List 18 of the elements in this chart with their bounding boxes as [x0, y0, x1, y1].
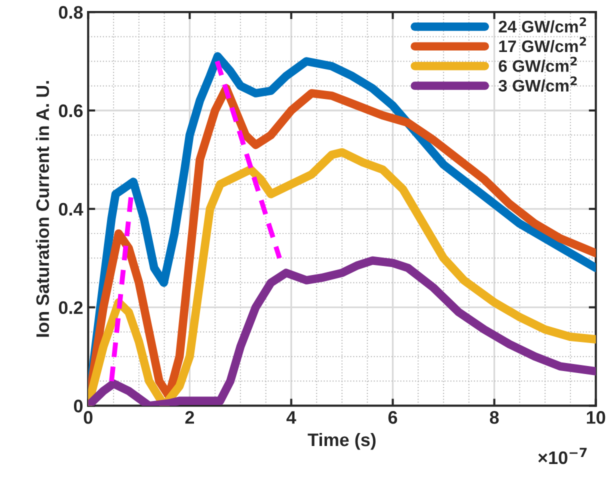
y-tick-label: 0.4: [58, 202, 84, 216]
legend-label: 17 GW/cm$^{2}$: [499, 37, 586, 52]
x-axis-title: Time (s): [308, 432, 376, 450]
y-tick-label: 0.8: [58, 6, 83, 19]
x-tick-label: 2: [185, 411, 194, 424]
legend-label: 6 GW/cm$^{2}$: [498, 56, 577, 72]
x-tick-label: 10: [586, 411, 606, 424]
y-tick-label: 0: [74, 400, 83, 412]
text: ×10$^{−7}$: [538, 448, 587, 464]
y-axis-title: Ion Saturation Current in A. U.: [36, 81, 50, 337]
text: 24 GW/cm$^{2}$: [498, 17, 586, 33]
x-tick-label: 8: [490, 411, 499, 424]
x-tick-label: 0: [84, 411, 92, 424]
legend-label: 3 GW/cm$^{2}$: [498, 76, 577, 92]
x-tick-label: 4: [286, 411, 296, 424]
y-tick-label: 0.2: [58, 301, 83, 314]
x-tick-label: 6: [388, 411, 398, 424]
y-tick-label: 0.6: [58, 104, 83, 118]
